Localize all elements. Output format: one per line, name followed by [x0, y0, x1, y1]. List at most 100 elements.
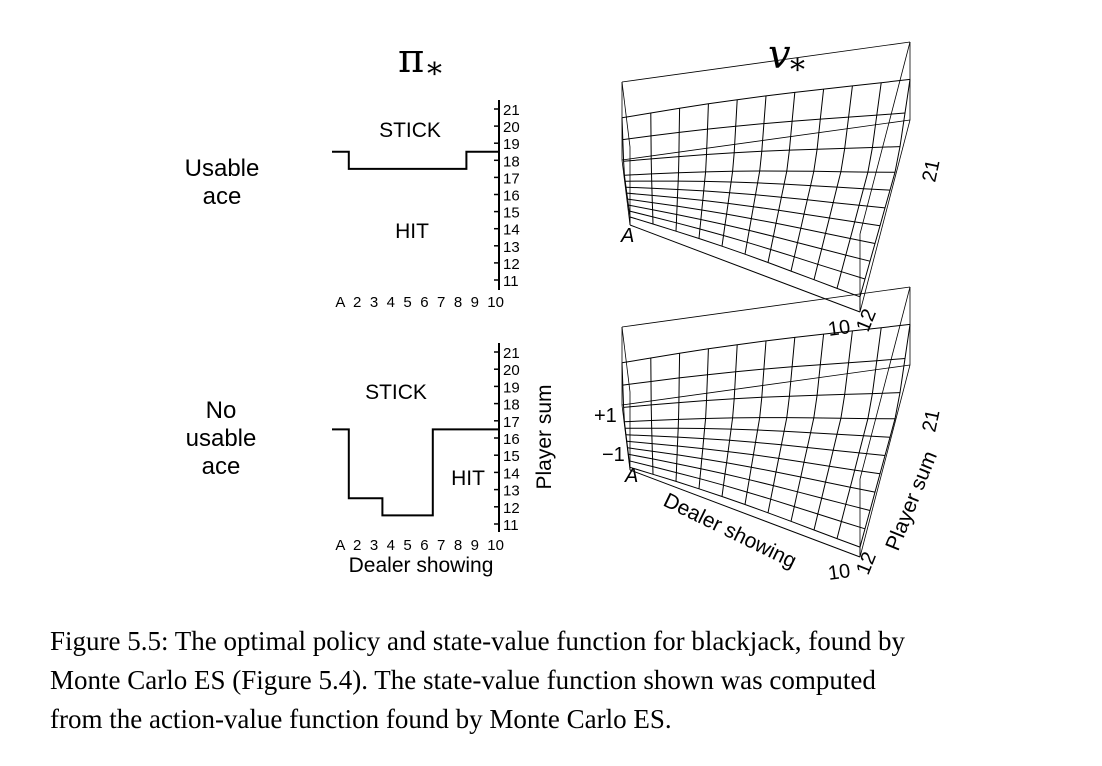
row-label-line: No — [206, 397, 237, 424]
y-tick-label: 12 — [503, 256, 520, 273]
box-edge — [621, 119, 911, 161]
surface-mesh — [621, 323, 911, 548]
caption-line: from the action-value function found by … — [50, 704, 672, 734]
y-tick-label: 13 — [503, 239, 520, 256]
y-tick-label: 18 — [503, 397, 520, 414]
player-axis-label-twentyone: 21 — [918, 408, 944, 434]
surface-mesh — [621, 78, 911, 298]
x-tick-label: A — [335, 294, 345, 311]
mesh-line — [650, 112, 654, 225]
value-surface-usable-ace: A 10 12 21 — [620, 41, 945, 341]
z-axis-label-plus-one: +1 — [594, 405, 617, 427]
box-edge — [859, 41, 911, 235]
row-label-usable-ace: Usable ace — [185, 155, 260, 210]
x-axis-label: Dealer showing — [349, 554, 494, 577]
box-edge — [629, 469, 861, 558]
x-axis-ticks: A 2 3 4 5 6 7 8 9 10 — [335, 537, 504, 554]
x-tick-label: 4 — [387, 294, 395, 311]
box-edge — [859, 119, 911, 313]
mesh-line — [675, 108, 681, 232]
row-label-line: ace — [203, 183, 242, 210]
y-tick-label: 11 — [503, 517, 519, 534]
pi-symbol: π — [398, 36, 424, 82]
y-tick-label: 20 — [503, 119, 520, 136]
x-tick-label: 7 — [437, 294, 445, 311]
dealer-axis-label-ten: 10 — [827, 316, 852, 341]
dealer-axis-label-ace: A — [620, 225, 634, 247]
caption-line: Figure 5.5: The optimal policy and state… — [50, 626, 906, 656]
player-sum-axis-label: Player sum — [881, 448, 942, 554]
x-tick-label: 10 — [487, 537, 504, 554]
v-star-header: v * — [768, 32, 805, 88]
x-tick-label: 2 — [353, 294, 361, 311]
y-tick-label: 15 — [503, 205, 520, 222]
figure-5-5: π * v * Usable ace No usable ace STICK H… — [185, 32, 945, 585]
mesh-line — [621, 117, 631, 218]
figure-caption: Figure 5.5: The optimal policy and state… — [50, 622, 1095, 739]
policy-boundary — [332, 428, 500, 517]
x-tick-label: 6 — [420, 537, 428, 554]
v-subscript: * — [790, 53, 805, 88]
box-edge — [621, 159, 631, 226]
mesh-line — [744, 340, 767, 505]
box-edge — [621, 286, 911, 328]
x-axis-ticks: A 2 3 4 5 6 7 8 9 10 — [335, 294, 504, 311]
y-tick-label: 15 — [503, 448, 520, 465]
y-tick-label: 16 — [503, 188, 520, 205]
box-edge — [859, 364, 911, 558]
mesh-line — [621, 362, 631, 468]
y-tick-label: 17 — [503, 170, 520, 187]
mesh-line — [698, 103, 709, 239]
row-label-no-usable-ace: No usable ace — [186, 397, 257, 480]
y-tick-label: 20 — [503, 362, 520, 379]
mesh-line — [813, 330, 853, 531]
mesh-line — [767, 337, 796, 513]
mesh-line — [859, 79, 911, 297]
dealer-axis-label-ace: A — [624, 465, 638, 487]
y-tick-label: 21 — [503, 345, 520, 362]
value-surface-no-usable-ace: +1 −1 A 10 12 21 Dealer showing Player s… — [594, 286, 945, 585]
x-tick-label: A — [335, 537, 345, 554]
x-tick-label: 10 — [487, 294, 504, 311]
x-tick-label: 8 — [454, 537, 462, 554]
mesh-line — [650, 357, 654, 475]
policy-boundary — [332, 150, 500, 170]
x-tick-label: 4 — [387, 537, 395, 554]
mesh-line — [836, 327, 882, 539]
mesh-line — [790, 334, 825, 522]
y-tick-label: 19 — [503, 136, 520, 153]
y-axis-label: Player sum — [533, 384, 556, 489]
box-edge — [629, 224, 861, 313]
box-edge — [859, 286, 911, 480]
x-tick-label: 8 — [454, 294, 462, 311]
surface-box — [621, 41, 911, 313]
pi-subscript: * — [427, 57, 442, 92]
x-tick-label: 6 — [420, 294, 428, 311]
mesh-line — [790, 89, 825, 272]
x-tick-label: 9 — [471, 294, 479, 311]
y-tick-label: 21 — [503, 102, 520, 119]
hit-region-label: HIT — [395, 220, 429, 243]
y-tick-label: 14 — [503, 222, 520, 239]
mesh-line — [721, 344, 738, 497]
mesh-line — [675, 353, 681, 482]
x-tick-label: 2 — [353, 537, 361, 554]
y-tick-label: 19 — [503, 379, 520, 396]
x-tick-label: 7 — [437, 537, 445, 554]
v-symbol: v — [768, 32, 791, 78]
x-tick-label: 5 — [403, 537, 411, 554]
y-tick-label: 16 — [503, 431, 520, 448]
mesh-line — [721, 99, 738, 247]
y-tick-label: 12 — [503, 500, 520, 517]
dealer-axis-label-ten: 10 — [827, 560, 852, 585]
box-edge — [621, 326, 631, 393]
box-edge — [621, 41, 911, 83]
row-label-line: usable — [186, 425, 257, 452]
player-axis-label-twelve: 12 — [852, 549, 881, 578]
box-edge — [621, 81, 631, 148]
row-label-line: Usable — [185, 155, 260, 182]
mesh-line — [813, 85, 853, 280]
